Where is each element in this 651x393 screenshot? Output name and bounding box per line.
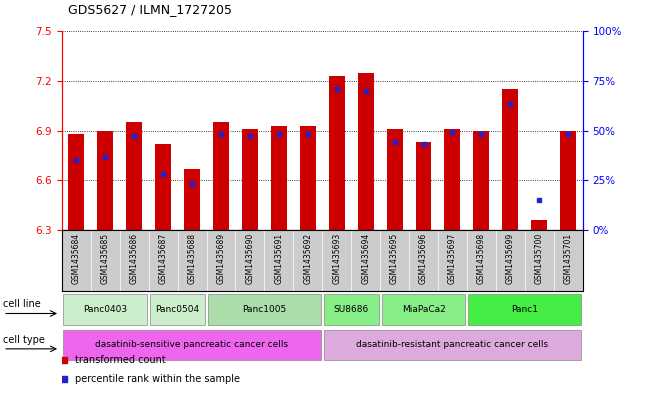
Bar xyxy=(68,134,84,230)
Bar xyxy=(503,89,518,230)
Text: cell line: cell line xyxy=(3,299,41,309)
Bar xyxy=(445,129,460,230)
Text: transformed count: transformed count xyxy=(75,354,165,365)
Bar xyxy=(126,122,142,230)
Text: percentile rank within the sample: percentile rank within the sample xyxy=(75,374,240,384)
Text: Panc1005: Panc1005 xyxy=(242,305,286,314)
Text: GDS5627 / ILMN_1727205: GDS5627 / ILMN_1727205 xyxy=(68,3,232,16)
Bar xyxy=(531,220,547,230)
Text: GSM1435700: GSM1435700 xyxy=(534,233,544,284)
Bar xyxy=(97,130,113,230)
Text: GSM1435690: GSM1435690 xyxy=(245,233,255,284)
Bar xyxy=(213,122,229,230)
Text: SU8686: SU8686 xyxy=(333,305,369,314)
Text: Panc0504: Panc0504 xyxy=(156,305,200,314)
Bar xyxy=(242,129,258,230)
Text: GSM1435691: GSM1435691 xyxy=(274,233,283,284)
Text: GSM1435684: GSM1435684 xyxy=(72,233,81,284)
Bar xyxy=(184,169,200,230)
Bar xyxy=(387,129,402,230)
Bar xyxy=(208,294,321,325)
Text: GSM1435693: GSM1435693 xyxy=(332,233,341,284)
Text: GSM1435688: GSM1435688 xyxy=(187,233,197,284)
Bar xyxy=(329,76,344,230)
Bar xyxy=(324,294,379,325)
Text: GSM1435694: GSM1435694 xyxy=(361,233,370,284)
Text: GSM1435697: GSM1435697 xyxy=(448,233,457,284)
Bar xyxy=(561,130,576,230)
Bar xyxy=(63,330,321,360)
Bar xyxy=(357,73,374,230)
Bar xyxy=(473,130,490,230)
Text: dasatinib-sensitive pancreatic cancer cells: dasatinib-sensitive pancreatic cancer ce… xyxy=(96,340,288,349)
Text: GSM1435699: GSM1435699 xyxy=(506,233,515,284)
Text: GSM1435686: GSM1435686 xyxy=(130,233,139,284)
Text: GSM1435698: GSM1435698 xyxy=(477,233,486,284)
Bar xyxy=(155,144,171,230)
Text: Panc1: Panc1 xyxy=(511,305,538,314)
Bar xyxy=(324,330,581,360)
Bar xyxy=(415,142,432,230)
Text: Panc0403: Panc0403 xyxy=(83,305,128,314)
Bar xyxy=(271,126,287,230)
Text: dasatinib-resistant pancreatic cancer cells: dasatinib-resistant pancreatic cancer ce… xyxy=(356,340,549,349)
Text: GSM1435692: GSM1435692 xyxy=(303,233,312,284)
Bar xyxy=(150,294,205,325)
Text: GSM1435689: GSM1435689 xyxy=(217,233,225,284)
Text: MiaPaCa2: MiaPaCa2 xyxy=(402,305,445,314)
Text: cell type: cell type xyxy=(3,335,45,345)
Text: GSM1435696: GSM1435696 xyxy=(419,233,428,284)
Bar xyxy=(63,294,147,325)
Bar xyxy=(300,126,316,230)
Text: GSM1435695: GSM1435695 xyxy=(390,233,399,284)
Text: GSM1435685: GSM1435685 xyxy=(101,233,110,284)
Text: GSM1435701: GSM1435701 xyxy=(564,233,573,284)
Bar xyxy=(468,294,581,325)
Bar xyxy=(381,294,465,325)
Text: GSM1435687: GSM1435687 xyxy=(159,233,167,284)
